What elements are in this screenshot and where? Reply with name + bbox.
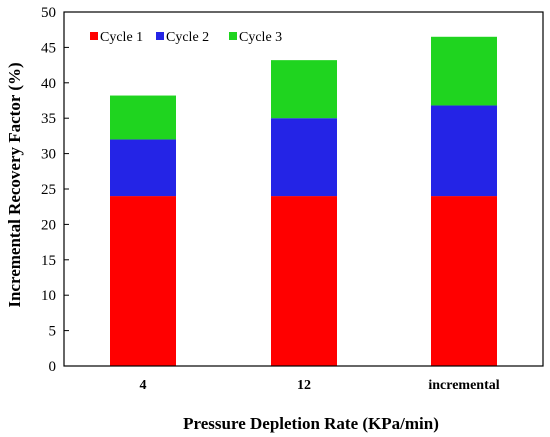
y-tick-label: 40 [41, 76, 56, 92]
y-ticks-layer: 0 5 10 15 20 25 30 35 40 45 50 [41, 5, 69, 375]
y-tick-label: 20 [41, 217, 56, 233]
y-axis-title: Incremental Recovery Factor (%) [5, 62, 24, 307]
bar-segment-12-cycle-1 [271, 196, 337, 366]
bar-segment-4-cycle-2 [110, 139, 176, 197]
y-tick-label: 45 [41, 40, 56, 56]
legend-label-cycle-3: Cycle 3 [239, 30, 282, 45]
legend-swatch-cycle-3 [229, 32, 237, 40]
bar-segment-incremental-cycle-2 [431, 105, 497, 197]
y-tick-label: 25 [41, 182, 56, 198]
bar-segment-4-cycle-1 [110, 196, 176, 366]
legend-swatch-cycle-2 [156, 32, 164, 40]
y-tick-label: 0 [49, 359, 57, 375]
legend-label-cycle-2: Cycle 2 [166, 30, 209, 45]
bar-segment-incremental-cycle-3 [431, 36, 497, 106]
y-tick-label: 10 [41, 288, 56, 304]
y-tick-label: 30 [41, 147, 56, 163]
y-tick-label: 15 [41, 253, 56, 269]
bar-segment-4-cycle-3 [110, 95, 176, 140]
y-tick-label: 5 [49, 324, 57, 340]
legend-label-cycle-1: Cycle 1 [100, 30, 143, 45]
x-ticks-layer: 4 12 incremental [140, 378, 500, 393]
x-tick-label: 4 [140, 378, 147, 393]
legend-swatch-cycle-1 [90, 32, 98, 40]
y-tick-label: 35 [41, 111, 56, 127]
x-tick-label: 12 [297, 378, 311, 393]
bar-segment-incremental-cycle-1 [431, 196, 497, 366]
bar-segment-12-cycle-3 [271, 60, 337, 119]
x-axis-title: Pressure Depletion Rate (KPa/min) [183, 414, 439, 433]
y-tick-label: 50 [41, 5, 56, 21]
bars-layer [110, 36, 497, 366]
x-tick-label: incremental [428, 378, 499, 393]
bar-segment-12-cycle-2 [271, 118, 337, 197]
legend: Cycle 1 Cycle 2 Cycle 3 [90, 30, 282, 45]
